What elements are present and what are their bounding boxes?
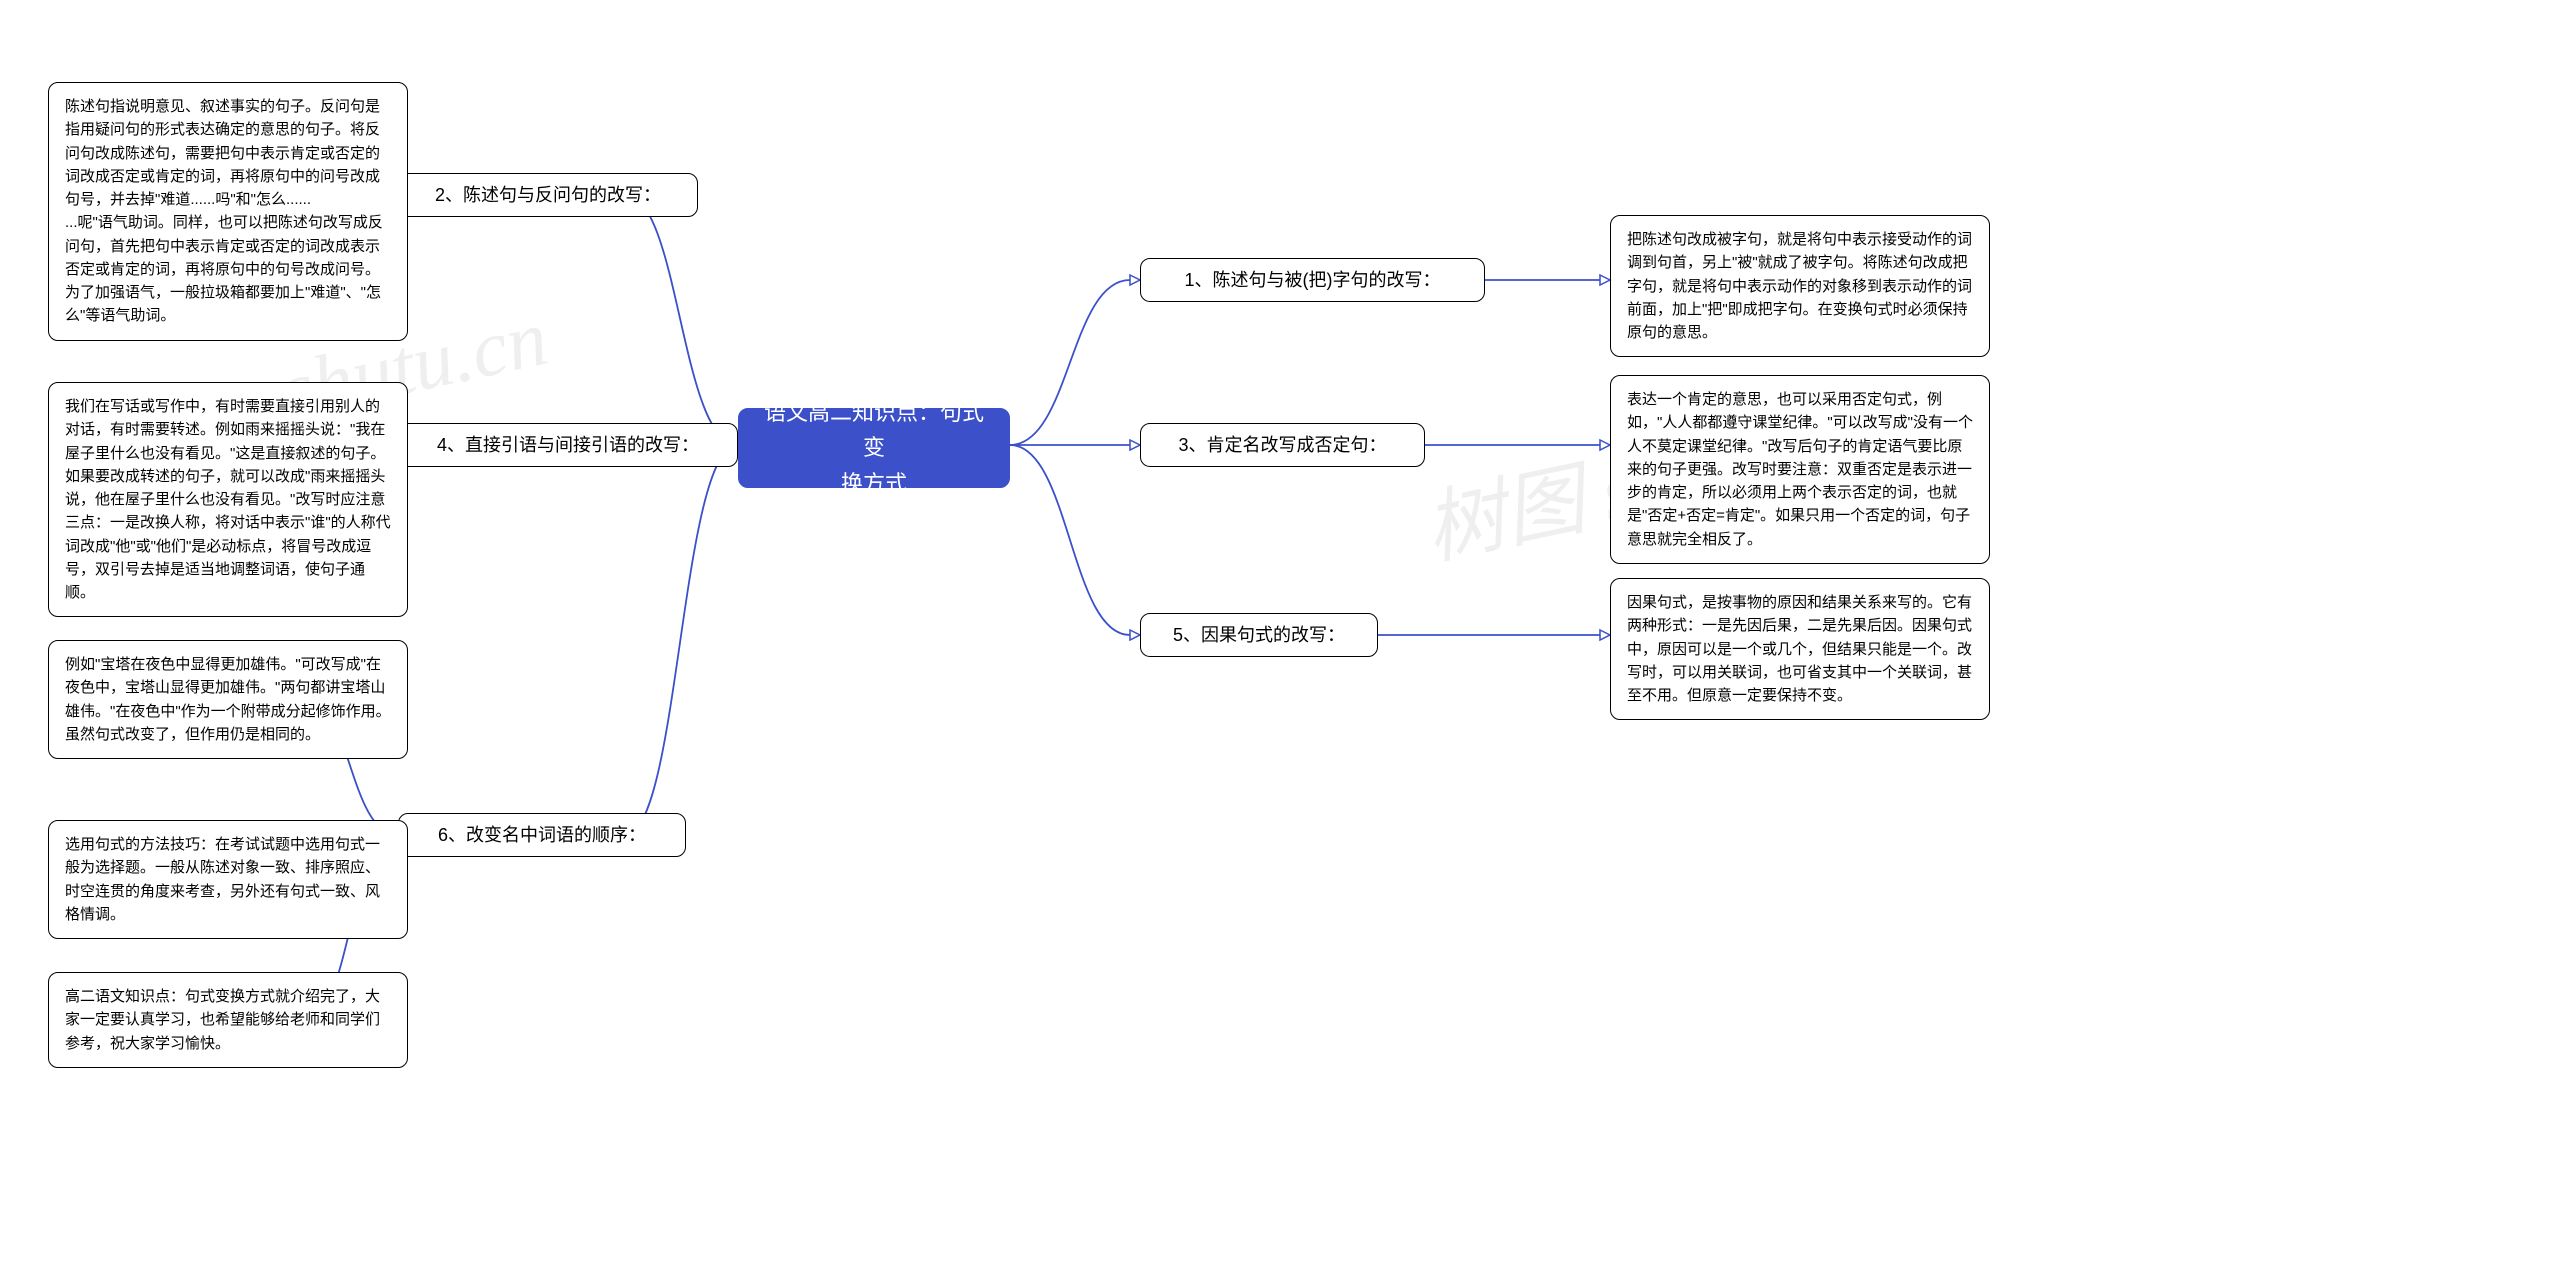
branch-node-6: 6、改变名中词语的顺序： [398,813,686,857]
branch-node-3: 3、肯定名改写成否定句： [1140,423,1425,467]
leaf-node-3: 表达一个肯定的意思，也可以采用否定句式，例如，"人人都都遵守课堂纪律。"可以改写… [1610,375,1990,564]
center-node: 语文高二知识点：句式变 换方式 [738,408,1010,488]
leaf-node-1: 把陈述句改成被字句，就是将句中表示接受动作的词调到句首，另上"被"就成了被字句。… [1610,215,1990,357]
branch-node-4: 4、直接引语与间接引语的改写： [398,423,738,467]
leaf-node-2: 陈述句指说明意见、叙述事实的句子。反问句是指用疑问句的形式表达确定的意思的句子。… [48,82,408,341]
branch-node-5: 5、因果句式的改写： [1140,613,1378,657]
leaf-node-5: 因果句式，是按事物的原因和结果关系来写的。它有两种形式：一是先因后果，二是先果后… [1610,578,1990,720]
leaf-node-6b: 选用句式的方法技巧：在考试试题中选用句式一般为选择题。一般从陈述对象一致、排序照… [48,820,408,939]
branch-node-2: 2、陈述句与反问句的改写： [398,173,698,217]
leaf-node-4: 我们在写话或写作中，有时需要直接引用别人的对话，有时需要转述。例如雨来摇摇头说：… [48,382,408,617]
leaf-node-6a: 例如"宝塔在夜色中显得更加雄伟。"可改写成"在夜色中，宝塔山显得更加雄伟。"两句… [48,640,408,759]
branch-node-1: 1、陈述句与被(把)字句的改写： [1140,258,1485,302]
leaf-node-6c: 高二语文知识点：句式变换方式就介绍完了，大家一定要认真学习，也希望能够给老师和同… [48,972,408,1068]
